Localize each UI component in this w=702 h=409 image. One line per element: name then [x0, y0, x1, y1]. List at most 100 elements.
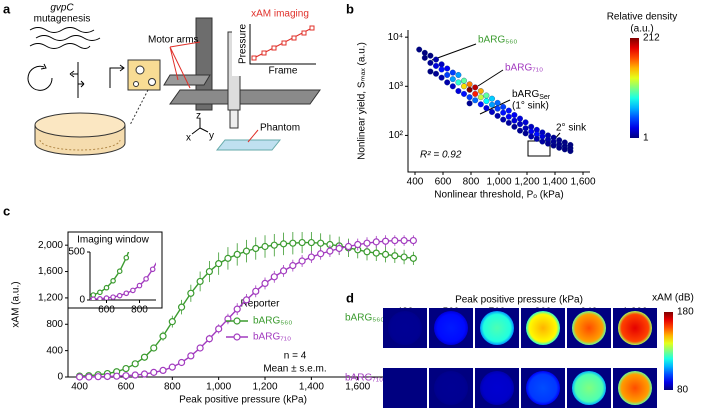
marker: [110, 277, 116, 284]
marker: [137, 217, 141, 221]
marker: [123, 254, 130, 261]
point: [511, 117, 518, 124]
point: [483, 92, 490, 99]
point: [494, 105, 501, 112]
y-axis-title: Nonlinear yield, Sₘₐₓ (a.u.): [357, 42, 368, 160]
axis-letter: y: [209, 131, 214, 142]
marker: [223, 136, 227, 140]
marker: [94, 373, 102, 381]
point: [505, 107, 512, 114]
marker: [210, 152, 214, 156]
marker: [217, 104, 221, 108]
point: [444, 65, 451, 72]
marker: [270, 273, 278, 281]
marker: [131, 360, 139, 368]
marker: [123, 290, 130, 297]
panel-label: d: [346, 290, 354, 305]
marker: [269, 105, 273, 109]
marker: [279, 267, 288, 275]
marker: [177, 303, 186, 311]
x-tick-label: 600: [435, 177, 452, 188]
marker: [242, 247, 251, 255]
marker: [187, 352, 195, 360]
point: [466, 94, 473, 101]
colorbar-title: xAM (dB): [652, 293, 694, 304]
phantom-image: [434, 311, 468, 345]
x-tick-label: 800: [131, 305, 148, 316]
point: [427, 68, 434, 75]
point: [556, 144, 563, 151]
pointer: [477, 69, 504, 87]
colony: [148, 78, 156, 86]
point: [466, 100, 473, 107]
y-tick-label: 500: [68, 247, 85, 258]
point: [522, 130, 529, 137]
point: [500, 109, 507, 116]
point: [500, 116, 507, 123]
panel-label: b: [346, 1, 354, 16]
note: n = 4: [284, 351, 307, 362]
marker: [151, 176, 155, 180]
x-tick-label: 600: [98, 305, 115, 316]
marker: [289, 239, 297, 247]
phantom-image: [572, 371, 606, 405]
marker: [157, 159, 161, 163]
pointer: [247, 129, 259, 143]
point: [472, 84, 479, 91]
phantom-image: [434, 371, 468, 405]
point: [511, 112, 518, 118]
point: [444, 79, 451, 86]
point: [455, 72, 462, 78]
point: [567, 148, 574, 155]
marker: [215, 325, 223, 333]
marker: [242, 296, 251, 304]
marker: [363, 248, 371, 256]
diagram: gvpC mutagenesis Motor arms Phantom z x …: [27, 3, 324, 156]
colorbar-label: 1: [643, 133, 649, 144]
marker: [103, 372, 112, 381]
inset-markers: [251, 25, 315, 61]
marker: [252, 244, 260, 253]
x-axis-title: Nonlinear threshold, Pₒ (kPa): [434, 190, 563, 201]
point: [505, 113, 512, 120]
point: [500, 103, 507, 110]
marker: [391, 252, 399, 260]
label: xAM imaging: [251, 9, 309, 20]
point: [539, 133, 546, 140]
axes-glyph: [191, 118, 209, 135]
marker: [317, 239, 325, 247]
point: [545, 140, 551, 147]
marker: [150, 368, 158, 376]
marker: [307, 238, 315, 247]
marker: [144, 196, 148, 200]
inset-axes: [249, 24, 316, 65]
dish-top: [34, 112, 126, 138]
marker: [363, 239, 371, 247]
label: gvpC: [50, 3, 74, 14]
marker: [159, 366, 167, 375]
x-tick-label: 1,000: [206, 382, 231, 393]
marker: [344, 242, 353, 251]
legend-marker: [233, 333, 241, 341]
marker: [177, 358, 186, 367]
pointer: [479, 99, 511, 115]
marker: [85, 373, 93, 381]
y-tick-label: 1,600: [38, 266, 63, 277]
point: [477, 88, 484, 95]
marker: [381, 250, 390, 259]
label: Pressure: [238, 24, 249, 64]
y-tick-label: 400: [46, 345, 63, 356]
marker: [159, 332, 167, 340]
inset-series: [90, 104, 273, 300]
marker: [90, 296, 97, 300]
marker: [170, 133, 174, 137]
marker: [243, 118, 247, 122]
marker: [289, 262, 297, 270]
point: [421, 54, 428, 61]
point: [461, 90, 467, 97]
marker: [131, 371, 139, 379]
y-tick-label: 2,000: [38, 240, 63, 251]
marker: [261, 242, 269, 251]
x-axis-title: Peak positive pressure (kPa): [179, 395, 307, 406]
